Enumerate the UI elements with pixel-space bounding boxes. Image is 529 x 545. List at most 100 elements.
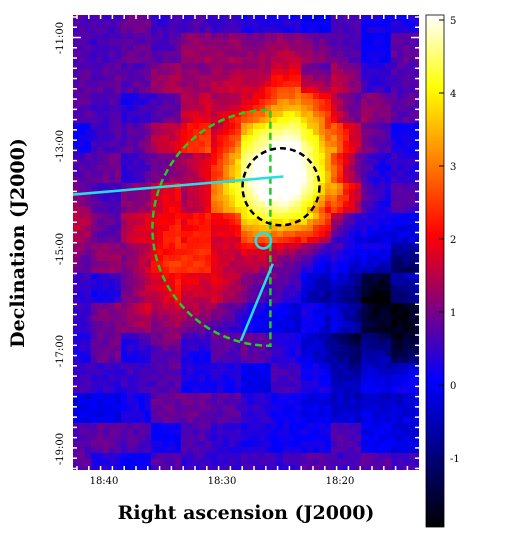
heatmap-pixel [343, 423, 350, 430]
heatmap-pixel [391, 363, 398, 370]
heatmap-pixel [145, 183, 152, 190]
heatmap-pixel [403, 57, 410, 64]
heatmap-pixel [391, 147, 398, 154]
heatmap-pixel [283, 345, 290, 352]
heatmap-pixel [91, 75, 98, 82]
heatmap-pixel [391, 249, 398, 256]
heatmap-pixel [307, 357, 314, 364]
heatmap-pixel [241, 123, 248, 130]
heatmap-pixel [91, 33, 98, 40]
heatmap-pixel [343, 177, 350, 184]
heatmap-pixel [307, 411, 314, 418]
heatmap-pixel [193, 177, 200, 184]
heatmap-pixel [415, 297, 419, 304]
heatmap-pixel [133, 309, 140, 316]
heatmap-pixel [169, 177, 176, 184]
heatmap-pixel [361, 321, 368, 328]
heatmap-pixel [97, 447, 104, 454]
heatmap-pixel [235, 303, 242, 310]
heatmap-pixel [307, 291, 314, 298]
heatmap-pixel [151, 219, 158, 226]
heatmap-pixel [121, 225, 128, 232]
heatmap-pixel [415, 15, 419, 22]
heatmap-pixel [229, 375, 236, 382]
heatmap-pixel [91, 447, 98, 454]
heatmap-pixel [169, 51, 176, 58]
heatmap-pixel [163, 213, 170, 220]
heatmap-pixel [127, 339, 134, 346]
heatmap-pixel [115, 75, 122, 82]
heatmap-pixel [313, 93, 320, 100]
heatmap-pixel [193, 249, 200, 256]
heatmap-pixel [253, 99, 260, 106]
heatmap-pixel [271, 117, 278, 124]
heatmap-pixel [175, 321, 182, 328]
heatmap-pixel [343, 99, 350, 106]
heatmap-pixel [211, 243, 218, 250]
heatmap-pixel [199, 57, 206, 64]
heatmap-pixel [205, 249, 212, 256]
heatmap-pixel [349, 339, 356, 346]
heatmap-pixel [259, 357, 266, 364]
heatmap-pixel [301, 141, 308, 148]
heatmap-pixel [235, 363, 242, 370]
heatmap-pixel [229, 51, 236, 58]
heatmap-pixel [271, 15, 278, 22]
heatmap-pixel [79, 129, 86, 136]
heatmap-pixel [175, 213, 182, 220]
heatmap-pixel [415, 231, 419, 238]
heatmap-pixel [151, 69, 158, 76]
heatmap-pixel [313, 159, 320, 166]
heatmap-pixel [127, 87, 134, 94]
heatmap-pixel [91, 309, 98, 316]
heatmap-pixel [133, 75, 140, 82]
heatmap-pixel [79, 177, 86, 184]
heatmap-pixel [247, 339, 254, 346]
heatmap-pixel [253, 423, 260, 430]
heatmap-pixel [109, 141, 116, 148]
heatmap-pixel [343, 51, 350, 58]
heatmap-pixel [91, 267, 98, 274]
heatmap-pixel [97, 201, 104, 208]
heatmap-pixel [409, 87, 416, 94]
heatmap-pixel [175, 267, 182, 274]
heatmap-pixel [397, 219, 404, 226]
heatmap-pixel [187, 147, 194, 154]
heatmap-pixel [151, 399, 158, 406]
heatmap-pixel [145, 129, 152, 136]
heatmap-pixel [385, 309, 392, 316]
heatmap-pixel [139, 303, 146, 310]
heatmap-pixel [349, 51, 356, 58]
heatmap-pixel [121, 69, 128, 76]
heatmap-pixel [85, 411, 92, 418]
heatmap-pixel [379, 399, 386, 406]
heatmap-pixel [349, 423, 356, 430]
heatmap-pixel [187, 405, 194, 412]
heatmap-pixel [205, 303, 212, 310]
heatmap-pixel [247, 123, 254, 130]
heatmap-pixel [241, 201, 248, 208]
heatmap-pixel [403, 333, 410, 340]
heatmap-pixel [301, 465, 308, 470]
heatmap-pixel [265, 369, 272, 376]
heatmap-pixel [139, 453, 146, 460]
heatmap-pixel [109, 327, 116, 334]
heatmap-pixel [325, 315, 332, 322]
heatmap-pixel [223, 435, 230, 442]
heatmap-pixel [313, 243, 320, 250]
heatmap-pixel [301, 459, 308, 466]
heatmap-pixel [163, 273, 170, 280]
heatmap-pixel [223, 417, 230, 424]
x-tick-label: 18:30 [208, 476, 237, 487]
heatmap-pixel [373, 33, 380, 40]
heatmap-pixel [337, 441, 344, 448]
heatmap-pixel [301, 87, 308, 94]
heatmap-pixel [103, 459, 110, 466]
heatmap-pixel [319, 171, 326, 178]
heatmap-pixel [91, 387, 98, 394]
heatmap-pixel [343, 453, 350, 460]
heatmap-pixel [79, 225, 86, 232]
heatmap-pixel [205, 183, 212, 190]
heatmap-pixel [397, 405, 404, 412]
heatmap-pixel [79, 159, 86, 166]
